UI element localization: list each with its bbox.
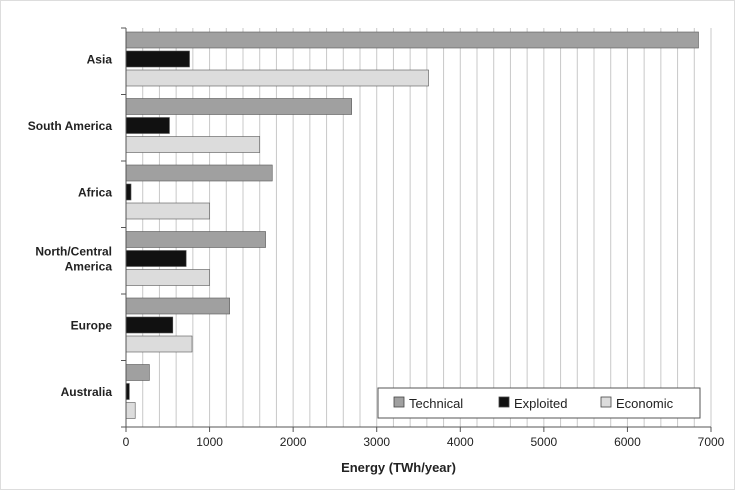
bar-australia-economic bbox=[125, 402, 136, 419]
bar-australia-exploited bbox=[125, 383, 130, 400]
legend-label-economic: Economic bbox=[616, 396, 674, 411]
axes bbox=[121, 27, 712, 432]
legend-box bbox=[377, 387, 701, 419]
bar-north-central-america-exploited bbox=[125, 250, 187, 267]
bar-north-central-america-economic bbox=[125, 269, 210, 286]
legend: Technical Exploited Economic bbox=[377, 387, 701, 419]
bars bbox=[125, 31, 699, 419]
bar-europe-technical bbox=[125, 297, 230, 315]
bar-africa-technical bbox=[125, 164, 273, 182]
category-label-asia: Asia bbox=[87, 52, 113, 66]
x-tick-labels: 0 1000 2000 3000 4000 5000 6000 7000 bbox=[123, 435, 725, 449]
bar-north-central-america-technical bbox=[125, 231, 266, 248]
bar-south-america-economic bbox=[125, 136, 261, 153]
bar-asia-economic bbox=[125, 69, 429, 87]
category-labels: Asia South America Africa North/Central Amer… bbox=[28, 52, 113, 399]
x-tick-label: 1000 bbox=[196, 435, 223, 449]
x-tick-label: 0 bbox=[123, 435, 130, 449]
bar-australia-technical bbox=[125, 364, 150, 381]
x-tick-label: 2000 bbox=[280, 435, 307, 449]
bar-south-america-technical bbox=[125, 98, 352, 115]
bar-asia-technical bbox=[125, 31, 699, 49]
x-tick-label: 4000 bbox=[447, 435, 474, 449]
bar-europe-economic bbox=[125, 335, 193, 353]
legend-swatch-technical bbox=[393, 396, 405, 408]
legend-label-technical: Technical bbox=[409, 396, 463, 411]
bar-asia-exploited bbox=[125, 50, 190, 68]
legend-swatch-exploited bbox=[498, 396, 510, 408]
bar-africa-economic bbox=[125, 202, 210, 220]
x-tick-label: 6000 bbox=[614, 435, 641, 449]
legend-swatch-economic bbox=[600, 396, 612, 408]
x-tick-label: 7000 bbox=[698, 435, 725, 449]
x-axis-title: Energy (TWh/year) bbox=[341, 460, 456, 475]
category-label-europe: Europe bbox=[71, 318, 113, 332]
bar-europe-exploited bbox=[125, 316, 174, 334]
x-tick-label: 3000 bbox=[363, 435, 390, 449]
legend-label-exploited: Exploited bbox=[514, 396, 567, 411]
x-tick-label: 5000 bbox=[531, 435, 558, 449]
bar-africa-exploited bbox=[125, 183, 132, 201]
category-label-australia: Australia bbox=[61, 385, 113, 399]
category-label-north-central-america: North/Central America bbox=[35, 244, 112, 273]
category-label-africa: Africa bbox=[78, 185, 112, 199]
category-label-south-america: South America bbox=[28, 119, 113, 133]
gridlines bbox=[142, 28, 712, 427]
bar-south-america-exploited bbox=[125, 117, 170, 134]
